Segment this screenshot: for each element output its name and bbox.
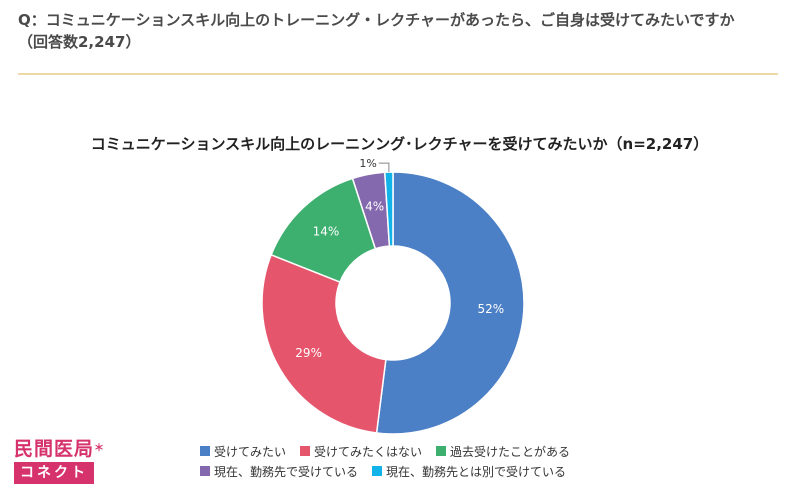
donut-slice-want (375, 171, 525, 435)
question-response-count: （回答数2,247） (18, 33, 141, 51)
leader-line-outside-workplace (378, 162, 390, 173)
donut-slice-outside-workplace (383, 171, 394, 247)
minkan-ikyoku-connect-logo: 民間医局＊ コネクト (14, 438, 110, 490)
legend-swatch (300, 446, 311, 456)
slice-label-at-workplace: 4% (365, 200, 384, 214)
legend-label: 受けてみたい (214, 444, 287, 459)
slice-label-outside-workplace: 1% (359, 157, 376, 170)
legend-label: 現在、勤務先で受けている (214, 464, 359, 479)
legend-swatch (200, 466, 210, 476)
legend-item-want: 受けてみたい (200, 443, 286, 460)
legend-item-taken-before: 過去受けたことがある (436, 443, 570, 460)
donut-slice-not-want (261, 253, 387, 434)
legend-label: 過去受けたことがある (450, 444, 571, 459)
logo-text: 民間医局 (14, 438, 95, 460)
legend-row-2: 現在、勤務先で受けている 現在、勤務先とは別で受けている (200, 461, 670, 481)
header-divider (18, 73, 778, 75)
legend-row-1: 受けてみたい 受けてみたくはない 過去受けたことがある (200, 441, 670, 461)
logo-subtitle: コネクト (14, 462, 94, 484)
legend-swatch (372, 466, 383, 476)
legend-item-outside-workplace: 現在、勤務先とは別で受けている (372, 463, 566, 480)
legend-item-not-want: 受けてみたくはない (300, 443, 422, 460)
question-line-1: Q：コミュニケーションスキル向上のトレーニング・レクチャーがあったら、ご自身は受… (18, 11, 735, 29)
legend-swatch (436, 446, 447, 456)
slice-label-not-want: 29% (295, 346, 322, 360)
legend-swatch (200, 446, 210, 456)
donut-slice-taken-before (270, 177, 377, 283)
legend-item-at-workplace: 現在、勤務先で受けている (200, 463, 358, 480)
slice-label-want: 52% (477, 302, 504, 316)
legend-label: 現在、勤務先とは別で受けている (386, 464, 567, 479)
question-text: Q：コミュニケーションスキル向上のトレーニング・レクチャーがあったら、ご自身は受… (18, 9, 788, 53)
logo-star-icon: ＊ (94, 443, 106, 454)
slice-label-taken-before: 14% (313, 225, 340, 239)
legend-label: 受けてみたくはない (314, 444, 423, 459)
chart-legend: 受けてみたい 受けてみたくはない 過去受けたことがある 現在、勤務先で受けている… (200, 441, 670, 481)
chart-title: コミュニケーションスキル向上のレーニンング･レクチャーを受けてみたいか（n=2,… (90, 135, 709, 153)
logo-title: 民間医局＊ (14, 438, 110, 460)
